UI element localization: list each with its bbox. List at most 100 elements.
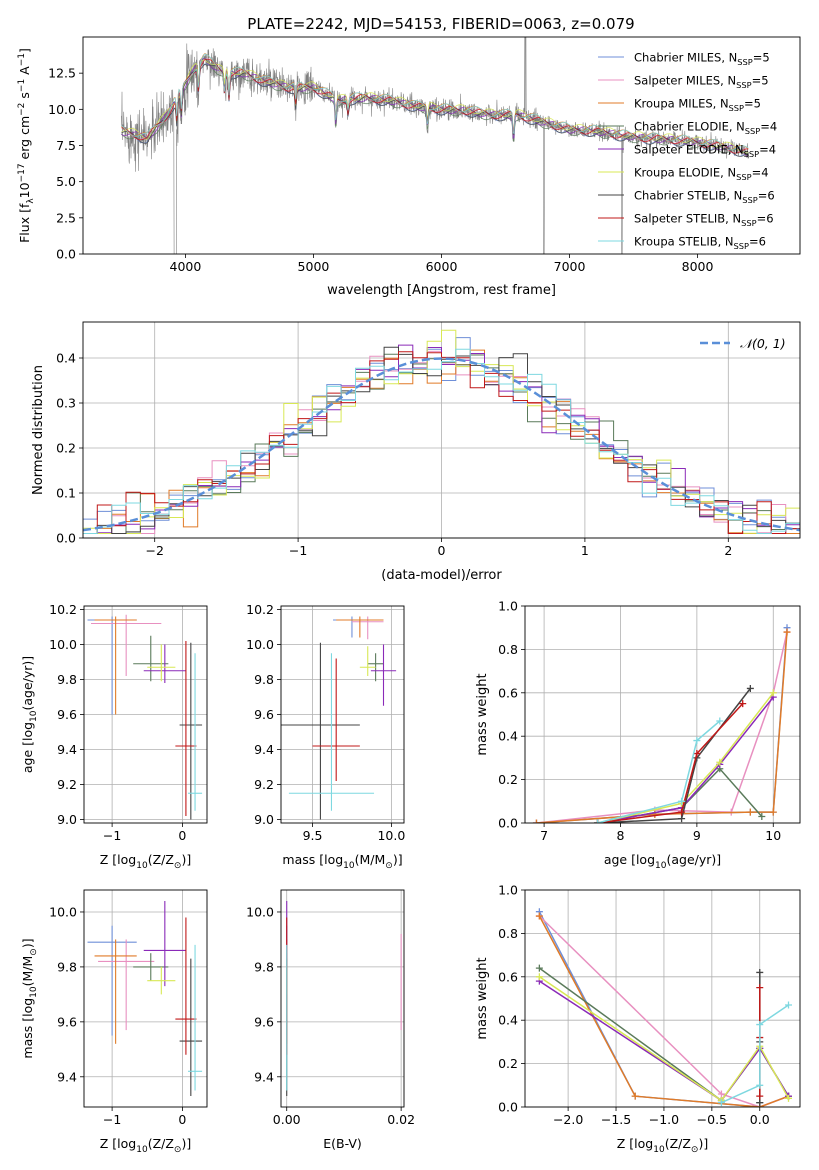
y-tick-label: 0.4 <box>498 729 518 744</box>
legend-entry: 𝒩(0, 1) <box>740 336 786 351</box>
y-axis-label-part: −17 <box>17 163 27 182</box>
x-tick-label: 9.5 <box>303 828 323 843</box>
legend-entry-part: Chabrier ELODIE, N <box>634 120 745 134</box>
weight-marker <box>631 1092 639 1100</box>
legend-entry: Salpeter STELIB, NSSP=6 <box>634 212 774 228</box>
spectrum-panel: 0.0 2.5 5.0 7.5 10.0 12.5 4000 5000 6000 7000 8000… <box>17 36 801 298</box>
errorbar-point <box>91 614 162 676</box>
weight-series-line <box>597 688 751 823</box>
y-axis-label-part: λ <box>26 198 36 204</box>
y-tick-label: 10.0 <box>48 102 76 117</box>
x-tick-label: 6000 <box>426 259 458 274</box>
y-tick-label: 9.4 <box>254 1069 274 1084</box>
y-tick-label: 0.8 <box>498 926 518 941</box>
legend-entry-part: SSP <box>744 149 759 159</box>
y-tick-label: 0.2 <box>498 772 518 787</box>
weight-marker <box>756 984 764 992</box>
legend-entry-part: Salpeter MILES, N <box>634 74 736 88</box>
y-axis-label: mass [log10(M/M⊙)] <box>20 938 39 1058</box>
errorbar-point <box>281 642 360 820</box>
y-tick-label: 9.0 <box>254 812 274 827</box>
legend-entry-part: SSP <box>741 218 756 228</box>
y-tick-label: 9.4 <box>57 742 77 757</box>
y-tick-label: 0.3 <box>56 396 76 411</box>
y-axis-label-part: −1 <box>17 79 27 92</box>
errorbar-point <box>98 939 155 1031</box>
y-axis-label-part: −2 <box>17 103 27 116</box>
x-axis-label: Z [log10(Z/Z⊙)] <box>100 852 191 871</box>
errorbar-point <box>147 644 176 682</box>
plot-area <box>286 900 402 1097</box>
x-axis-label-part: Z [log <box>100 1136 136 1151</box>
y-tick-label: 10.0 <box>246 904 274 919</box>
y-tick-label: 9.2 <box>254 777 274 792</box>
weight-marker <box>769 689 777 697</box>
weight-marker <box>716 758 724 766</box>
x-axis-label: age [log10(age/yr)] <box>604 852 721 871</box>
x-axis-label-part: age [log <box>604 852 655 867</box>
x-tick-label: −2 <box>145 543 163 558</box>
weight-marker <box>717 1099 725 1107</box>
y-tick-label: 0.0 <box>56 531 76 546</box>
y-axis-label-part: 10 <box>17 182 32 198</box>
y-tick-label: 0.6 <box>498 969 518 984</box>
y-axis-label-part: erg cm <box>17 116 32 164</box>
y-tick-label: 10.0 <box>246 637 274 652</box>
x-tick-label: 4000 <box>170 259 202 274</box>
weight-series-line <box>536 627 788 823</box>
weight-marker <box>678 808 686 816</box>
legend-entry: Kroupa STELIB, NSSP=6 <box>634 235 766 251</box>
errorbar-point <box>87 925 137 1036</box>
gaussian-curve <box>83 357 800 532</box>
legend-entry: Salpeter ELODIE, NSSP=4 <box>634 143 776 159</box>
weight-marker <box>783 628 791 636</box>
y-axis-label-part: A <box>17 66 32 79</box>
legend-entry-part: =5 <box>752 74 769 88</box>
weight-marker <box>535 964 543 972</box>
x-tick-label: 7 <box>540 828 548 843</box>
y-axis-label-part: (M/M <box>20 956 35 987</box>
weight-marker <box>756 968 764 976</box>
weight-series-line <box>597 696 774 823</box>
plot-area <box>281 616 397 820</box>
y-tick-label: 9.8 <box>57 959 77 974</box>
y-tick-label: 1.0 <box>498 599 518 614</box>
x-tick-label: 9 <box>693 828 701 843</box>
x-axis-label: (data-model)/error <box>381 568 502 583</box>
weight-marker <box>769 808 777 816</box>
weight-marker <box>758 812 766 820</box>
y-tick-label: 9.4 <box>57 1069 77 1084</box>
x-axis-label-part: Z [log <box>100 852 136 867</box>
mass_vs_EBV-panel: 0.00 0.02 9.4 9.6 9.8 10.0 E(B-V) <box>246 889 415 1151</box>
weight-marker <box>756 1099 764 1107</box>
x-tick-label: −2.0 <box>553 1112 583 1127</box>
weight-marker <box>756 1081 764 1089</box>
plot-area <box>87 900 203 1097</box>
y-tick-label: 10.2 <box>246 602 274 617</box>
mass_vs_Z-panel: −1 09.49.69.810.0Z [log10(Z/Z⊙)]mass [log… <box>20 889 208 1155</box>
x-tick-label: 2 <box>724 543 732 558</box>
y-axis-label-part: −1 <box>17 53 27 66</box>
errorbar-point <box>133 953 169 981</box>
age_vs_mass-panel: 9.5 10.0 9.0 9.2 9.4 9.6 9.8 10.0 10.2 mass [log1… <box>246 602 405 871</box>
x-tick-label: 0.00 <box>273 1112 301 1127</box>
y-tick-label: 10.2 <box>49 602 77 617</box>
y-tick-label: 0.0 <box>498 1100 518 1115</box>
legend-entry-part: =4 <box>760 120 777 134</box>
legend-entry-part: =5 <box>753 51 770 65</box>
weight-series-line <box>538 976 790 1102</box>
errorbar-point <box>370 644 397 706</box>
weight-marker <box>594 819 602 823</box>
y-axis-label-part: (age/yr)] <box>20 656 35 711</box>
weight-marker <box>693 737 701 745</box>
y-tick-label: 9.2 <box>57 777 77 792</box>
errorbar-point <box>133 635 169 682</box>
errorbar-point <box>147 966 176 995</box>
y-axis-label: age [log10(age/yr)] <box>20 656 39 773</box>
errorbar-point <box>94 616 137 715</box>
y-axis-label: Flux [fλ10−17 erg cm−2 s−1 A−1] <box>17 48 36 243</box>
weight-marker <box>678 797 686 805</box>
weight-series-line <box>597 720 721 823</box>
y-tick-label: 0.8 <box>498 642 518 657</box>
